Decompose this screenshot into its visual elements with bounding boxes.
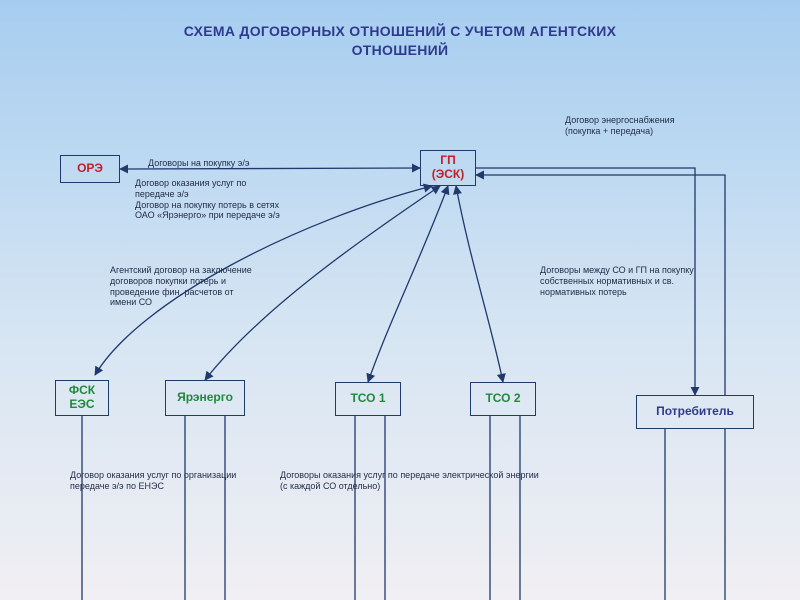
node-consumer: Потребитель	[636, 395, 754, 429]
diagram-canvas: СХЕМА ДОГОВОРНЫХ ОТНОШЕНИЙ С УЧЕТОМ АГЕН…	[0, 0, 800, 600]
caption-agent: Агентский договор на заключение договоро…	[110, 265, 255, 308]
caption-purchase: Договоры на покупку э/э	[148, 158, 308, 169]
diagram-title: СХЕМА ДОГОВОРНЫХ ОТНОШЕНИЙ С УЧЕТОМ АГЕН…	[0, 22, 800, 60]
caption-so-gp: Договоры между СО и ГП на покупку собств…	[540, 265, 700, 297]
node-fsk: ФСКЕЭС	[55, 380, 109, 416]
node-yar: Ярэнерго	[165, 380, 245, 416]
node-tso2: ТСО 2	[470, 382, 536, 416]
node-tso1: ТСО 1	[335, 382, 401, 416]
title-line1: СХЕМА ДОГОВОРНЫХ ОТНОШЕНИЙ С УЧЕТОМ АГЕН…	[184, 23, 617, 39]
caption-each-so: Договоры оказания услуг по передаче элек…	[280, 470, 560, 492]
title-line2: ОТНОШЕНИЙ	[352, 42, 449, 58]
caption-enes: Договор оказания услуг по организации пе…	[70, 470, 255, 492]
caption-supply: Договор энергоснабжения(покупка + переда…	[565, 115, 745, 137]
node-gp: ГП(ЭСК)	[420, 150, 476, 186]
caption-transmission: Договор оказания услуг по передаче э/эДо…	[135, 178, 285, 221]
node-ore: ОРЭ	[60, 155, 120, 183]
